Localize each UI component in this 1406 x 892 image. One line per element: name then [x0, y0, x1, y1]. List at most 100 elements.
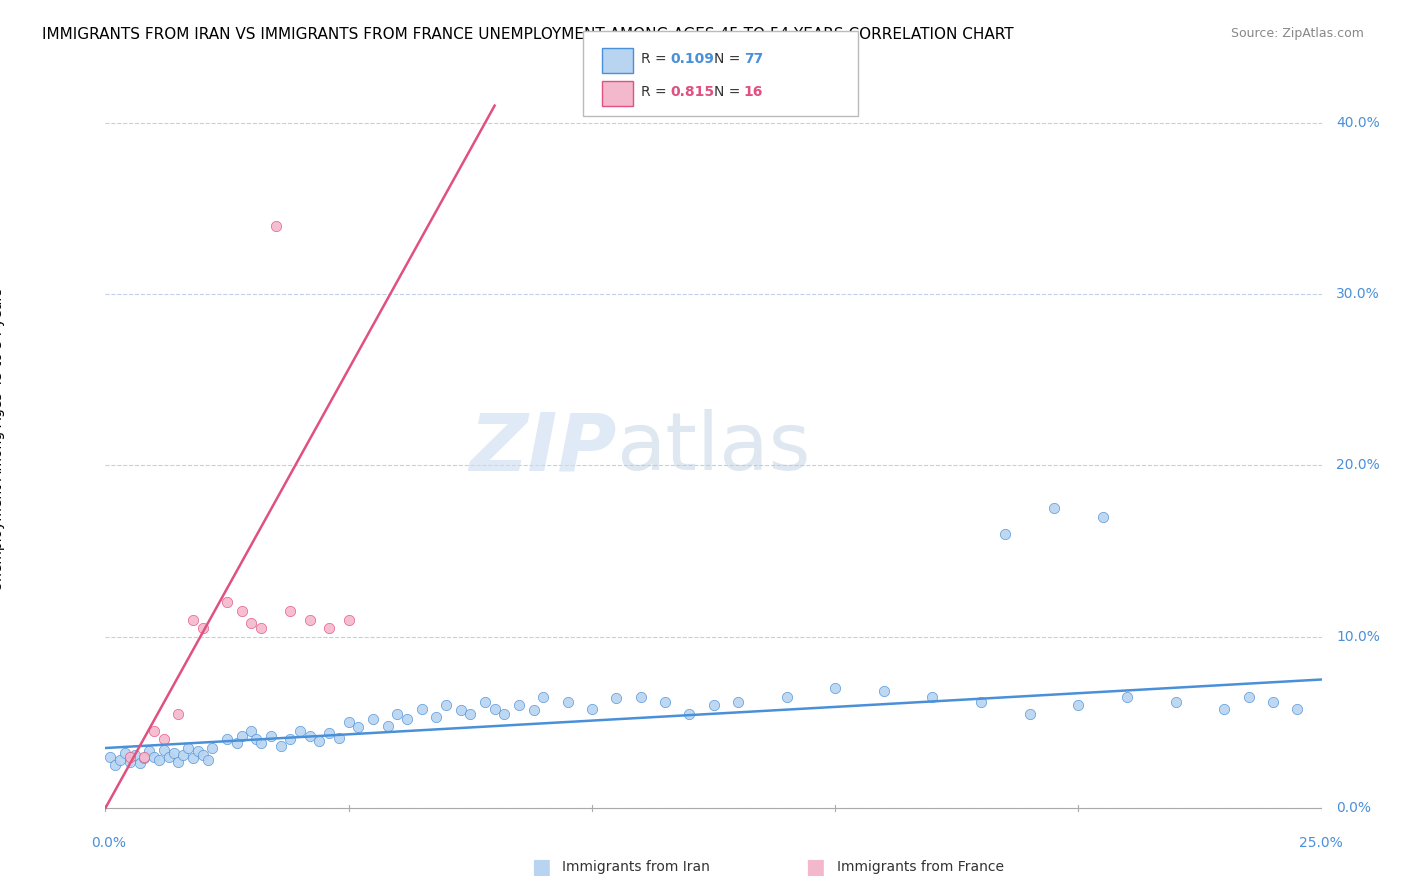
Point — [217, 595, 239, 609]
Point — [581, 701, 603, 715]
Point — [474, 695, 496, 709]
Point — [1213, 701, 1236, 715]
Point — [337, 715, 360, 730]
Point — [458, 706, 481, 721]
Point — [231, 604, 253, 618]
Point — [104, 758, 127, 772]
Text: 77: 77 — [744, 52, 763, 66]
Point — [217, 732, 239, 747]
Point — [873, 684, 896, 698]
Text: Source: ZipAtlas.com: Source: ZipAtlas.com — [1230, 27, 1364, 40]
Point — [1164, 695, 1187, 709]
Point — [531, 690, 554, 704]
Point — [775, 690, 797, 704]
Point — [1091, 509, 1114, 524]
Point — [494, 706, 516, 721]
Text: Immigrants from Iran: Immigrants from Iran — [562, 860, 710, 874]
Text: ■: ■ — [531, 857, 551, 877]
Point — [450, 703, 472, 717]
Point — [187, 744, 209, 758]
Point — [98, 749, 121, 764]
Point — [1286, 701, 1309, 715]
Point — [128, 756, 150, 771]
Text: 0.815: 0.815 — [671, 85, 714, 99]
Point — [153, 742, 176, 756]
Point — [411, 701, 433, 715]
Text: IMMIGRANTS FROM IRAN VS IMMIGRANTS FROM FRANCE UNEMPLOYMENT AMONG AGES 45 TO 54 : IMMIGRANTS FROM IRAN VS IMMIGRANTS FROM … — [42, 27, 1014, 42]
Text: 20.0%: 20.0% — [1336, 458, 1379, 473]
Text: N =: N = — [714, 52, 745, 66]
Point — [225, 736, 247, 750]
Point — [250, 621, 273, 635]
Text: R =: R = — [641, 85, 671, 99]
Point — [1116, 690, 1139, 704]
Point — [1018, 706, 1040, 721]
Text: 40.0%: 40.0% — [1336, 116, 1379, 129]
Point — [434, 698, 457, 713]
Point — [337, 613, 360, 627]
Point — [921, 690, 943, 704]
Point — [308, 734, 330, 748]
Point — [727, 695, 749, 709]
Point — [191, 747, 214, 762]
Point — [288, 723, 311, 738]
Point — [240, 723, 263, 738]
Point — [387, 706, 409, 721]
Point — [143, 723, 166, 738]
Point — [630, 690, 652, 704]
Point — [181, 613, 204, 627]
Point — [654, 695, 676, 709]
Point — [318, 725, 340, 739]
Point — [191, 621, 214, 635]
Point — [1237, 690, 1260, 704]
Point — [172, 747, 194, 762]
Text: R =: R = — [641, 52, 671, 66]
Text: Immigrants from France: Immigrants from France — [837, 860, 1004, 874]
Text: 0.0%: 0.0% — [91, 836, 127, 850]
Point — [605, 691, 627, 706]
Text: N =: N = — [714, 85, 745, 99]
Point — [347, 721, 370, 735]
Point — [143, 749, 166, 764]
Point — [557, 695, 579, 709]
Point — [240, 615, 263, 630]
Point — [124, 747, 146, 762]
Point — [118, 749, 141, 764]
Text: 0.109: 0.109 — [671, 52, 714, 66]
Point — [148, 753, 170, 767]
Point — [134, 749, 156, 764]
Point — [153, 732, 176, 747]
Point — [994, 527, 1017, 541]
Point — [250, 736, 273, 750]
Point — [508, 698, 530, 713]
Point — [1261, 695, 1284, 709]
Point — [108, 753, 131, 767]
Point — [162, 746, 184, 760]
Point — [522, 703, 544, 717]
Point — [824, 681, 846, 695]
Point — [970, 695, 993, 709]
Text: 16: 16 — [744, 85, 763, 99]
Point — [328, 731, 350, 745]
Text: 10.0%: 10.0% — [1336, 630, 1381, 644]
Point — [118, 755, 141, 769]
Point — [278, 604, 301, 618]
Text: ■: ■ — [806, 857, 825, 877]
Point — [278, 732, 301, 747]
Point — [1067, 698, 1090, 713]
Point — [197, 753, 219, 767]
Point — [678, 706, 700, 721]
Text: ZIP: ZIP — [468, 409, 616, 487]
Point — [270, 739, 292, 754]
Text: 0.0%: 0.0% — [1336, 801, 1371, 815]
Point — [114, 746, 136, 760]
Point — [425, 710, 447, 724]
Point — [702, 698, 725, 713]
Text: atlas: atlas — [616, 409, 811, 487]
Point — [260, 729, 283, 743]
Point — [201, 741, 224, 756]
Point — [167, 706, 190, 721]
Point — [245, 732, 267, 747]
Point — [318, 621, 340, 635]
Point — [484, 701, 506, 715]
